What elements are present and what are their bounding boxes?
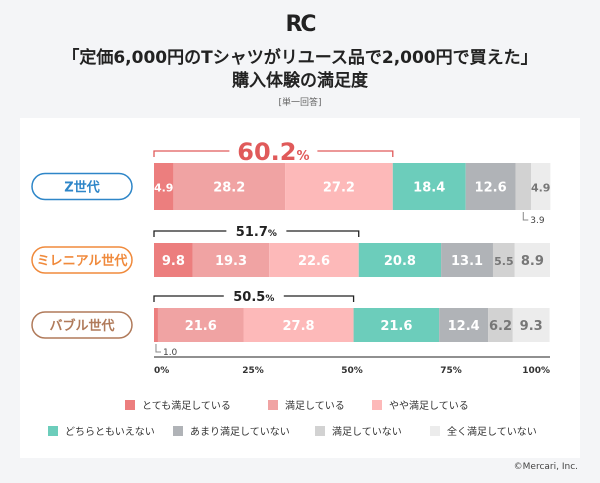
category-label: バブル世代 [49, 318, 114, 334]
category-label-pill [31, 311, 133, 339]
data-label: 12.4 [448, 319, 480, 334]
legend-swatch [372, 400, 382, 410]
x-tick-label: 75% [440, 366, 462, 376]
data-label: 9.3 [520, 319, 543, 334]
bar-segment [269, 243, 359, 277]
legend-swatch [315, 426, 325, 436]
data-label: 3.9 [530, 216, 545, 226]
callout-line [522, 212, 529, 221]
x-tick-label: 0% [154, 366, 169, 376]
legend-label: どちらともいえない [65, 426, 155, 438]
category-label: ミレニアル世代 [37, 253, 128, 269]
legend-label: 満足していない [332, 426, 402, 438]
total-label: 50.5% [233, 290, 274, 305]
bar-segment [441, 243, 493, 277]
bar-segment [514, 243, 550, 277]
legend-label: あまり満足していない [190, 426, 290, 438]
category-label: Z世代 [64, 180, 99, 196]
total-label: 60.2% [237, 138, 309, 166]
bar-segment [353, 308, 440, 342]
legend-swatch [268, 400, 278, 410]
chart-title-line1: 「定価6,000円のTシャツがリユース品で2,000円で買えた」 [62, 48, 538, 68]
data-label: 28.2 [213, 181, 245, 196]
legend-swatch [125, 400, 135, 410]
callout-line [155, 344, 161, 353]
bar-segment [465, 163, 516, 210]
data-label: 27.2 [323, 181, 355, 196]
data-label: 21.6 [380, 319, 412, 334]
legend-swatch [48, 426, 58, 436]
bar-segment [488, 308, 513, 342]
data-label: 27.8 [283, 319, 315, 334]
data-label: 13.1 [451, 254, 483, 269]
legend-label: やや満足している [389, 400, 469, 412]
legend-label: 全く満足していない [447, 425, 537, 438]
logo: RC [285, 12, 316, 37]
data-label: 8.9 [521, 254, 544, 269]
x-tick-label: 100% [522, 366, 550, 376]
chart-title-line2: 購入体験の満足度 [232, 71, 368, 91]
data-label: 9.8 [162, 254, 185, 269]
legend-label: 満足している [285, 400, 345, 412]
x-tick-label: 25% [242, 366, 264, 376]
category-label-pill [31, 246, 133, 274]
copyright: ©Mercari, Inc. [513, 462, 578, 472]
bar-segment [530, 163, 551, 210]
data-label: 12.6 [475, 181, 507, 196]
bar-segment [243, 308, 354, 342]
data-label: 18.4 [413, 181, 445, 196]
bar-segment [285, 163, 393, 210]
bar-segment [392, 163, 466, 210]
bar-segment [492, 243, 515, 277]
total-label: 51.7% [236, 225, 277, 240]
answer-type-note: [単一回答] [278, 98, 322, 108]
bar-segment [154, 163, 174, 210]
data-label: 5.5 [494, 255, 514, 268]
bar-segment [154, 243, 193, 277]
bar-segment [173, 163, 286, 210]
data-label: 4.9 [531, 182, 551, 195]
data-label: 1.0 [163, 348, 178, 358]
bar-segment [512, 308, 550, 342]
data-label: 4.9 [154, 182, 174, 195]
x-tick-label: 50% [341, 366, 363, 376]
bar-segment [157, 308, 244, 342]
legend-swatch [430, 426, 440, 436]
data-label: 6.2 [489, 319, 512, 334]
total-bracket [153, 230, 360, 237]
legend-swatch [173, 426, 183, 436]
bar-segment [515, 163, 531, 210]
total-bracket [153, 150, 394, 157]
data-label: 20.8 [384, 254, 416, 269]
bar-segment [192, 243, 270, 277]
bar-segment [358, 243, 442, 277]
data-label: 19.3 [215, 254, 247, 269]
bar-segment [154, 308, 158, 342]
data-label: 21.6 [185, 319, 217, 334]
category-label-pill [31, 172, 133, 201]
total-bracket [153, 295, 355, 302]
bar-segment [439, 308, 489, 342]
legend-label: とても満足している [142, 400, 231, 412]
data-label: 22.6 [298, 254, 330, 269]
